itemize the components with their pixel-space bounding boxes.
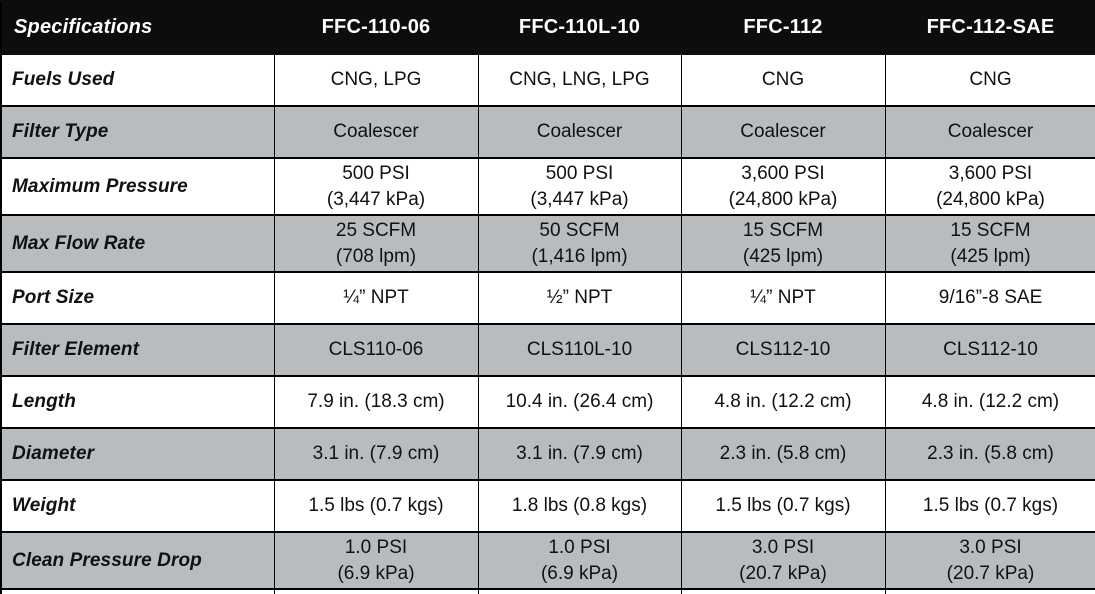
cell-value: CLS112-10 [680, 323, 886, 377]
header-col-ffc-112: FFC-112 [680, 0, 886, 55]
row-length: Length 7.9 in. (18.3 cm) 10.4 in. (26.4 … [0, 375, 1095, 429]
row-clipped-next [0, 588, 1095, 594]
row-fuels-used: Fuels Used CNG, LPG CNG, LNG, LPG CNG CN… [0, 53, 1095, 107]
cell-value: ¼” NPT [680, 271, 886, 325]
header-col-ffc-110-06: FFC-110-06 [273, 0, 479, 55]
row-label: Filter Element [0, 323, 275, 377]
row-label: Port Size [0, 271, 275, 325]
row-max-flow-rate: Max Flow Rate 25 SCFM (708 lpm) 50 SCFM … [0, 214, 1095, 273]
cell-value: ½” NPT [477, 271, 682, 325]
cell-value: ¼” NPT [273, 271, 479, 325]
cell-value: 2.3 in. (5.8 cm) [680, 427, 886, 481]
cell-value: 1.0 PSI (6.9 kPa) [477, 531, 682, 590]
row-label: Clean Pressure Drop [0, 531, 275, 590]
cell-value [680, 588, 886, 594]
row-label: Maximum Pressure [0, 157, 275, 216]
row-label: Max Flow Rate [0, 214, 275, 273]
cell-value: 25 SCFM (708 lpm) [273, 214, 479, 273]
cell-value: Coalescer [884, 105, 1095, 159]
cell-value: 7.9 in. (18.3 cm) [273, 375, 479, 429]
cell-value: Coalescer [680, 105, 886, 159]
cell-value: Coalescer [477, 105, 682, 159]
row-label: Filter Type [0, 105, 275, 159]
cell-value [884, 588, 1095, 594]
cell-value: 3,600 PSI (24,800 kPa) [680, 157, 886, 216]
row-label [0, 588, 275, 594]
cell-value: 15 SCFM (425 lpm) [680, 214, 886, 273]
cell-value: 10.4 in. (26.4 cm) [477, 375, 682, 429]
cell-value: 3.1 in. (7.9 cm) [273, 427, 479, 481]
cell-value [477, 588, 682, 594]
cell-value: CLS110-06 [273, 323, 479, 377]
cell-value: 1.8 lbs (0.8 kgs) [477, 479, 682, 533]
cell-value: 1.0 PSI (6.9 kPa) [273, 531, 479, 590]
row-diameter: Diameter 3.1 in. (7.9 cm) 3.1 in. (7.9 c… [0, 427, 1095, 481]
table-header-row: Specifications FFC-110-06 FFC-110L-10 FF… [0, 0, 1095, 55]
row-label: Weight [0, 479, 275, 533]
row-maximum-pressure: Maximum Pressure 500 PSI (3,447 kPa) 500… [0, 157, 1095, 216]
cell-value: 1.5 lbs (0.7 kgs) [884, 479, 1095, 533]
cell-value: 4.8 in. (12.2 cm) [680, 375, 886, 429]
cell-value: 3,600 PSI (24,800 kPa) [884, 157, 1095, 216]
row-filter-type: Filter Type Coalescer Coalescer Coalesce… [0, 105, 1095, 159]
cell-value: 500 PSI (3,447 kPa) [477, 157, 682, 216]
header-specifications-label: Specifications [0, 0, 275, 55]
cell-value: CNG, LPG [273, 53, 479, 107]
cell-value: CNG, LNG, LPG [477, 53, 682, 107]
row-label: Length [0, 375, 275, 429]
cell-value: Coalescer [273, 105, 479, 159]
cell-value: 50 SCFM (1,416 lpm) [477, 214, 682, 273]
cell-value: 3.1 in. (7.9 cm) [477, 427, 682, 481]
cell-value: 3.0 PSI (20.7 kPa) [680, 531, 886, 590]
header-col-ffc-110l-10: FFC-110L-10 [477, 0, 682, 55]
cell-value: 15 SCFM (425 lpm) [884, 214, 1095, 273]
cell-value: 4.8 in. (12.2 cm) [884, 375, 1095, 429]
cell-value: CLS112-10 [884, 323, 1095, 377]
cell-value: 1.5 lbs (0.7 kgs) [680, 479, 886, 533]
cell-value: 2.3 in. (5.8 cm) [884, 427, 1095, 481]
cell-value: 500 PSI (3,447 kPa) [273, 157, 479, 216]
cell-value: CNG [680, 53, 886, 107]
cell-value: 3.0 PSI (20.7 kPa) [884, 531, 1095, 590]
header-col-ffc-112-sae: FFC-112-SAE [884, 0, 1095, 55]
row-clean-pressure-drop: Clean Pressure Drop 1.0 PSI (6.9 kPa) 1.… [0, 531, 1095, 590]
row-weight: Weight 1.5 lbs (0.7 kgs) 1.8 lbs (0.8 kg… [0, 479, 1095, 533]
row-label: Fuels Used [0, 53, 275, 107]
cell-value [273, 588, 479, 594]
cell-value: 1.5 lbs (0.7 kgs) [273, 479, 479, 533]
row-label: Diameter [0, 427, 275, 481]
cell-value: CLS110L-10 [477, 323, 682, 377]
row-port-size: Port Size ¼” NPT ½” NPT ¼” NPT 9/16”-8 S… [0, 271, 1095, 325]
cell-value: CNG [884, 53, 1095, 107]
row-filter-element: Filter Element CLS110-06 CLS110L-10 CLS1… [0, 323, 1095, 377]
cell-value: 9/16”-8 SAE [884, 271, 1095, 325]
